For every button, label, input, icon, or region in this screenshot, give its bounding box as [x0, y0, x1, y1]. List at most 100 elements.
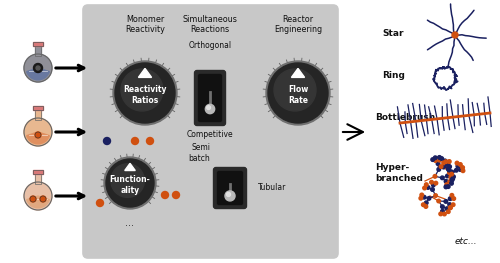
Text: Reactivity
Ratios: Reactivity Ratios [123, 85, 167, 105]
Circle shape [432, 183, 435, 187]
Circle shape [96, 200, 103, 206]
Circle shape [442, 164, 446, 168]
Circle shape [445, 183, 448, 186]
Circle shape [446, 162, 450, 166]
Circle shape [458, 163, 462, 166]
Text: ...: ... [126, 218, 134, 228]
Circle shape [450, 172, 454, 176]
Bar [33, 106, 43, 109]
Text: etc...: etc... [455, 236, 477, 245]
Bar [35, 45, 41, 56]
Circle shape [445, 207, 448, 210]
Circle shape [452, 32, 458, 38]
Wedge shape [26, 132, 50, 144]
Circle shape [24, 118, 52, 146]
FancyBboxPatch shape [218, 171, 242, 205]
Circle shape [444, 200, 448, 203]
Circle shape [436, 162, 440, 165]
Circle shape [446, 166, 449, 170]
Circle shape [440, 176, 444, 180]
Circle shape [454, 169, 458, 172]
Circle shape [439, 212, 442, 216]
Bar [33, 170, 43, 174]
Text: Function-
ality: Function- ality [110, 175, 150, 195]
Circle shape [442, 161, 446, 165]
FancyBboxPatch shape [83, 5, 338, 258]
Circle shape [442, 165, 446, 169]
FancyBboxPatch shape [198, 74, 222, 122]
Circle shape [24, 54, 52, 82]
Bar [35, 109, 41, 120]
Polygon shape [292, 68, 304, 77]
FancyBboxPatch shape [194, 70, 226, 125]
Circle shape [448, 203, 452, 206]
Text: Simultaneous
Reactions: Simultaneous Reactions [182, 15, 238, 34]
Circle shape [438, 156, 442, 159]
Bar [33, 106, 43, 109]
Circle shape [452, 197, 456, 200]
Circle shape [461, 169, 465, 173]
Circle shape [450, 178, 454, 182]
Circle shape [440, 157, 444, 160]
Circle shape [446, 210, 450, 214]
Circle shape [452, 175, 456, 179]
Circle shape [438, 158, 442, 162]
Circle shape [274, 69, 316, 111]
Circle shape [424, 183, 428, 186]
Text: Star: Star [382, 28, 404, 38]
Circle shape [172, 191, 180, 199]
Circle shape [448, 160, 451, 163]
Circle shape [434, 156, 437, 160]
Circle shape [448, 165, 452, 169]
Bar [33, 42, 43, 45]
Circle shape [448, 206, 452, 210]
Circle shape [106, 159, 154, 207]
Wedge shape [26, 196, 50, 208]
Text: Hyper-
branched: Hyper- branched [375, 163, 423, 183]
Circle shape [35, 132, 41, 138]
Circle shape [455, 161, 459, 165]
Circle shape [446, 185, 450, 188]
Circle shape [104, 157, 156, 209]
Circle shape [451, 177, 454, 181]
Circle shape [115, 63, 175, 123]
Polygon shape [124, 163, 136, 170]
Circle shape [422, 203, 425, 206]
Circle shape [206, 104, 214, 114]
Circle shape [132, 138, 138, 144]
Circle shape [447, 168, 450, 171]
Circle shape [442, 212, 446, 216]
Circle shape [206, 106, 210, 109]
Circle shape [443, 159, 447, 163]
Text: Flow
Rate: Flow Rate [288, 85, 308, 105]
Text: Ring: Ring [382, 70, 405, 79]
Circle shape [446, 167, 450, 170]
Circle shape [420, 193, 424, 197]
Circle shape [268, 63, 328, 123]
Circle shape [446, 161, 450, 164]
Text: Monomer
Reactivity: Monomer Reactivity [125, 15, 165, 34]
Circle shape [424, 201, 428, 205]
Circle shape [426, 186, 430, 189]
Circle shape [434, 159, 438, 162]
Circle shape [430, 180, 434, 184]
Circle shape [444, 162, 447, 165]
Circle shape [30, 196, 36, 202]
Circle shape [40, 196, 46, 202]
Circle shape [448, 197, 452, 200]
Bar [33, 170, 43, 174]
Circle shape [24, 182, 52, 210]
Circle shape [444, 179, 448, 183]
Circle shape [444, 160, 448, 163]
Circle shape [440, 210, 444, 213]
Circle shape [427, 196, 431, 200]
Circle shape [422, 195, 426, 199]
Circle shape [266, 61, 330, 125]
Circle shape [434, 181, 438, 185]
Circle shape [121, 69, 163, 111]
Circle shape [146, 138, 154, 144]
Circle shape [226, 193, 230, 196]
Text: Tubular: Tubular [258, 184, 286, 193]
Circle shape [448, 206, 452, 209]
Circle shape [452, 203, 455, 206]
